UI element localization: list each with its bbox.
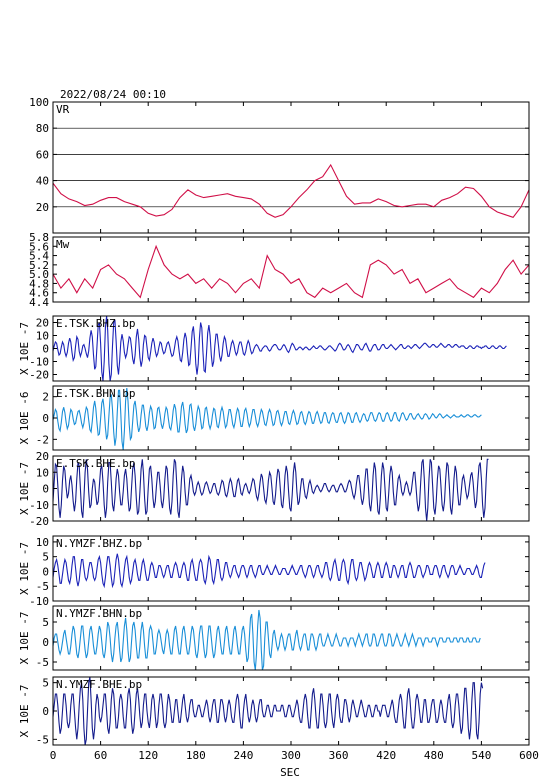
y-tick-label: -5	[36, 733, 49, 746]
series-line-n-ymzf-bhz	[52, 553, 486, 589]
y-tick-label: 5.6	[29, 240, 49, 253]
y-tick-label: 5	[42, 677, 49, 690]
y-axis-label: X 10E -7	[18, 462, 31, 515]
y-tick-label: 5	[42, 616, 49, 629]
y-tick-label: 5.8	[29, 231, 49, 244]
panel-n-ymzf-bhe: -5 0 5 N.YMZF.BHE.bp X 10E -7	[18, 676, 530, 746]
x-axis: 0 60 120 180 240 300 360 420 480 540 600	[50, 749, 539, 762]
panel-label: E.TSK.BHN.bp	[56, 387, 135, 400]
y-tick-label: -10	[29, 595, 49, 608]
y-tick-label: 5.4	[29, 250, 49, 263]
x-tick-label: 120	[138, 749, 158, 762]
x-tick-label: 540	[471, 749, 491, 762]
y-tick-label: 0	[42, 565, 49, 578]
y-tick-label: 0	[42, 483, 49, 496]
series-line-e-tsk-bhz	[52, 315, 507, 382]
panel-frame	[52, 236, 530, 303]
y-tick-label: -20	[29, 515, 49, 528]
panel-n-ymzf-bhz: -10 -5 05 10 N.YMZF.BHZ.bp X 10E -7	[18, 535, 530, 608]
y-axis-label: X 10E -7	[18, 542, 31, 595]
y-tick-label: 40	[36, 175, 49, 188]
x-tick-label: 420	[376, 749, 396, 762]
y-tick-label: 10	[36, 330, 49, 343]
panel-mw: 4.44.64.85.05.25.45.65.8 Mw	[29, 231, 530, 309]
y-tick-label: 80	[36, 122, 49, 135]
panel-e-tsk-bhe: -20 -10 0 10 20 E.TSK.BHE.bp X 10E -7	[18, 450, 530, 528]
x-axis-label: SEC	[280, 766, 300, 779]
series-line-vr	[52, 163, 530, 218]
x-tick-label: 480	[424, 749, 444, 762]
y-tick-label: 0	[42, 705, 49, 718]
y-tick-label: -20	[29, 369, 49, 382]
series-line-mw	[52, 244, 530, 299]
x-tick-label: 300	[281, 749, 301, 762]
panels: 20406080100VR4.44.64.85.05.25.45.65.8Mw-…	[18, 96, 530, 746]
y-tick-label: 4.6	[29, 287, 49, 300]
series-line-n-ymzf-bhn	[52, 609, 481, 671]
panel-n-ymzf-bhn: -5 0 5 N.YMZF.BHN.bp X 10E -7	[18, 605, 530, 671]
y-tick-label: -10	[29, 499, 49, 512]
x-tick-label: 60	[94, 749, 107, 762]
panel-label: N.YMZF.BHE.bp	[56, 678, 142, 691]
panel-label: VR	[56, 103, 70, 116]
y-tick-label: 100	[29, 96, 49, 109]
panel-frame	[52, 101, 530, 234]
panel-label: Mw	[56, 238, 70, 251]
y-tick-label: 0	[42, 636, 49, 649]
x-tick-label: 0	[50, 749, 57, 762]
y-tick-label: 20	[36, 317, 49, 330]
y-tick-label: 4.8	[29, 277, 49, 290]
y-tick-label: 2	[42, 391, 49, 404]
y-tick-label: 20	[36, 201, 49, 214]
y-tick-label: 20	[36, 450, 49, 463]
panel-label: E.TSK.BHE.bp	[56, 457, 135, 470]
x-tick-label: 600	[519, 749, 539, 762]
panel-e-tsk-bhn: -2 0 2 E.TSK.BHN.bp X 10E -6	[18, 385, 530, 451]
panel-label: N.YMZF.BHN.bp	[56, 607, 142, 620]
y-tick-label: 60	[36, 148, 49, 161]
y-tick-label: 0	[42, 343, 49, 356]
y-tick-label: -5	[36, 656, 49, 669]
y-tick-label: -2	[36, 433, 49, 446]
y-tick-label: 10	[36, 466, 49, 479]
y-tick-label: 10	[36, 536, 49, 549]
y-tick-label: -5	[36, 580, 49, 593]
y-axis-label: X 10E -7	[18, 322, 31, 375]
series-line-e-tsk-bhn	[52, 388, 482, 451]
x-tick-label: 360	[329, 749, 349, 762]
x-tick-label: 180	[186, 749, 206, 762]
y-axis-label: X 10E -6	[18, 392, 31, 445]
panel-vr: 20 40 60 80 100 VR	[29, 96, 530, 234]
y-axis-label: X 10E -7	[18, 685, 31, 738]
y-tick-label: 5	[42, 551, 49, 564]
header-datetime: 2022/08/24 00:10	[60, 88, 166, 101]
x-tick-label: 240	[233, 749, 253, 762]
y-tick-label: 0	[42, 412, 49, 425]
series-line-n-ymzf-bhe	[52, 676, 484, 746]
y-axis-label: X 10E -7	[18, 612, 31, 665]
y-tick-label: -10	[29, 356, 49, 369]
y-tick-label: 5.2	[29, 259, 49, 272]
series-line-e-tsk-bhe	[52, 458, 489, 522]
panel-label: E.TSK.BHZ.bp	[56, 317, 135, 330]
panel-label: N.YMZF.BHZ.bp	[56, 537, 142, 550]
y-tick-label: 5.0	[29, 268, 49, 281]
y-tick-label: 4.4	[29, 296, 49, 309]
